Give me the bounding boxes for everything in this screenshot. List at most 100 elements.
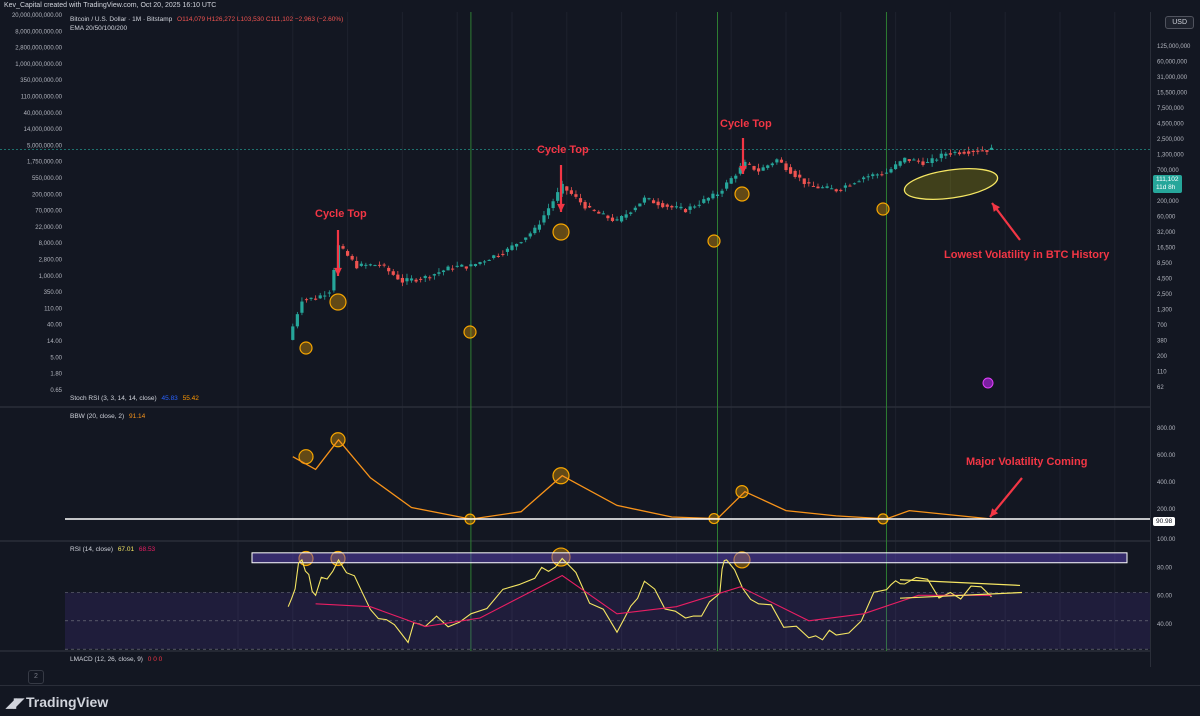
candle-body: [396, 274, 400, 280]
candle-body: [464, 266, 468, 269]
highlight-cycle-top-2: [552, 223, 570, 241]
candle-body: [734, 175, 738, 179]
arrow-low-volatility-head: [992, 203, 1001, 212]
candle-body: [661, 203, 665, 208]
currency-button[interactable]: USD: [1165, 16, 1194, 29]
candle-body: [848, 185, 852, 187]
lmacd-legend[interactable]: LMACD (12, 26, close, 9) 0 0 0: [70, 656, 162, 663]
candle-body: [441, 270, 446, 273]
ema-legend[interactable]: EMA 20/50/100/200: [70, 25, 128, 32]
rsi-label: RSI (14, close): [70, 546, 113, 553]
left-axis-tick: 350,000,000.00: [20, 78, 62, 84]
rsi-axis-tick: 60.00: [1157, 594, 1173, 600]
candle-body: [542, 215, 546, 223]
candle-body: [779, 159, 784, 163]
right-axis-tick: 15,500,000: [1157, 91, 1188, 97]
right-axis-tick: 60,000: [1157, 215, 1176, 221]
right-axis-tick: 60,000,000: [1157, 60, 1188, 66]
collapse-pane-button[interactable]: 2: [28, 670, 44, 684]
right-price-axis[interactable]: 125,000,000 60,000,000 31,000,000 15,500,00…: [1150, 12, 1200, 667]
right-axis-tick: 2,500,000: [1157, 137, 1184, 143]
candle-body: [341, 246, 345, 249]
candle-body: [706, 197, 710, 201]
right-axis-tick: 62: [1157, 385, 1164, 391]
rsi-axis-tick: 100.00: [1157, 537, 1176, 543]
tradingview-logo[interactable]: ◢◤ TradingView: [6, 694, 108, 711]
candle-body: [715, 194, 720, 196]
candle-body: [638, 203, 642, 207]
right-axis-tick: 200: [1157, 354, 1168, 360]
candle-body: [816, 186, 820, 189]
candle-body: [793, 170, 797, 177]
symbol-legend[interactable]: Bitcoin / U.S. Dollar · 1M · Bitstamp O1…: [70, 16, 343, 23]
candle-body: [346, 251, 350, 256]
left-axis-tick: 8,000.00: [39, 241, 63, 247]
candle-body: [679, 206, 683, 209]
candle-body: [980, 150, 984, 152]
candle-body: [364, 264, 368, 266]
bbw-line: [292, 438, 992, 520]
candle-body: [884, 172, 889, 174]
rsi-trendline-upper: [899, 579, 1021, 587]
candle-body: [428, 277, 432, 279]
candle-body: [670, 205, 674, 208]
candle-body: [989, 147, 994, 150]
left-axis-tick: 200,000.00: [32, 192, 63, 198]
candle-body: [359, 263, 363, 266]
candle-body: [766, 165, 770, 168]
annotation-low-volatility: Lowest Volatility in BTC History: [944, 249, 1110, 261]
left-axis-tick: 2,800,000,000.00: [15, 46, 62, 52]
candle-body: [711, 193, 715, 199]
chart-credit: Kev_Capital created with TradingView.com…: [0, 0, 1200, 12]
lmacd-values: 0 0 0: [147, 656, 163, 663]
candle-body: [455, 265, 459, 267]
left-axis-tick: 14.00: [47, 339, 63, 345]
candle-body: [757, 168, 761, 172]
candle-body: [935, 159, 939, 161]
candle-body: [546, 208, 551, 216]
rsi-line: [287, 557, 992, 644]
rsi-axis-tick: 40.00: [1157, 622, 1173, 628]
left-axis-tick: 14,000,000.00: [24, 127, 63, 133]
candle-body: [784, 163, 788, 171]
candle-body: [830, 188, 834, 190]
bbw-label: BBW (20, close, 2): [70, 413, 125, 420]
highlight-2020: [707, 234, 721, 248]
right-axis-tick: 16,500: [1157, 246, 1176, 252]
rsi-legend[interactable]: RSI (14, close) 67.01 68.53: [70, 546, 155, 553]
candle-body: [953, 151, 957, 153]
candle-body: [318, 295, 322, 299]
left-axis-tick: 8,000,000,000.00: [15, 29, 62, 35]
annotation-cycle-top-3: Cycle Top: [720, 118, 772, 130]
candle-body: [391, 271, 395, 275]
bbw-legend[interactable]: BBW (20, close, 2) 91.14: [70, 413, 145, 420]
candle-body: [601, 213, 605, 215]
candle-body: [866, 176, 870, 178]
candle-body: [574, 194, 578, 197]
tradingview-mark-icon: ◢◤: [6, 695, 24, 710]
candle-body: [610, 217, 615, 221]
candle-body: [907, 159, 911, 162]
chart-canvas[interactable]: 20,000,000,000.00 8,000,000,000.00 2,800,0…: [0, 12, 1150, 667]
left-axis-tick: 5.00: [50, 355, 62, 361]
candle-body: [327, 292, 331, 294]
stoch-rsi-legend[interactable]: Stoch RSI (3, 3, 14, 14, close) 45.83 55…: [70, 395, 199, 402]
highlight-2013-spring: [299, 341, 313, 355]
candlestick-series: [291, 144, 994, 341]
candle-body: [738, 167, 742, 174]
candle-body: [597, 211, 601, 214]
highlight-2023: [876, 202, 890, 216]
left-axis-tick: 22,000.00: [35, 225, 62, 231]
candle-body: [560, 183, 564, 194]
candle-body: [930, 158, 934, 163]
candle-body: [519, 242, 523, 244]
right-axis-tick: 8,500: [1157, 261, 1173, 267]
candle-body: [556, 192, 560, 201]
candle-body: [976, 150, 980, 152]
candle-body: [400, 277, 404, 283]
candle-body: [565, 186, 569, 191]
candle-body: [688, 206, 692, 210]
candle-body: [967, 151, 971, 154]
candle-body: [939, 153, 943, 159]
highlight-2016: [463, 325, 477, 339]
